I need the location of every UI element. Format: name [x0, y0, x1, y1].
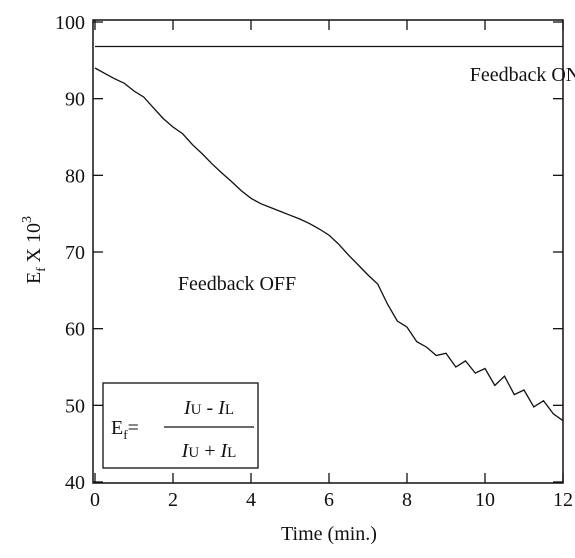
- x-tick-label: 6: [324, 489, 334, 511]
- f-sub: U: [188, 445, 199, 461]
- f-sub: L: [227, 445, 236, 461]
- y-axis-label: Ef X 103: [20, 216, 48, 284]
- y-label-times: X 10: [23, 223, 45, 267]
- series-annotation: Feedback ON: [470, 64, 575, 86]
- x-axis-label: Time (min.): [281, 523, 377, 545]
- x-tick-label: 8: [402, 489, 412, 511]
- f-i: I: [217, 397, 226, 419]
- formula-numerator: IU - IL: [183, 397, 234, 419]
- f-i: I: [181, 440, 190, 462]
- formula-e: E: [111, 417, 123, 439]
- y-label-sup: 3: [20, 216, 35, 223]
- x-tick-label: 12: [553, 489, 573, 511]
- y-tick-label: 70: [65, 242, 85, 264]
- f-sub: L: [225, 402, 234, 418]
- x-tick-label: 0: [90, 489, 100, 511]
- series-line: [94, 67, 564, 422]
- y-label-main: E: [23, 272, 45, 284]
- formula-box: [102, 382, 259, 469]
- y-tick-label: 100: [55, 12, 85, 34]
- y-tick-label: 50: [65, 395, 85, 417]
- series-annotation: Feedback OFF: [178, 273, 296, 295]
- y-tick-label: 80: [65, 165, 85, 187]
- f-op: -: [202, 397, 219, 419]
- y-label-sub: f: [33, 267, 48, 272]
- y-tick-label: 90: [65, 89, 85, 111]
- y-tick-label: 40: [65, 472, 85, 494]
- formula-denominator: IU + IL: [181, 440, 237, 462]
- formula-lhs: Ef=: [111, 417, 139, 442]
- x-tick-label: 10: [475, 489, 495, 511]
- x-tick-label: 2: [168, 489, 178, 511]
- f-op: +: [199, 440, 220, 462]
- formula-e-sub: f: [123, 427, 128, 442]
- y-tick-label: 60: [65, 319, 85, 341]
- x-tick-label: 4: [246, 489, 256, 511]
- f-i: I: [219, 440, 228, 462]
- f-i: I: [183, 397, 192, 419]
- f-sub: U: [191, 402, 202, 418]
- formula-eq: =: [128, 417, 139, 439]
